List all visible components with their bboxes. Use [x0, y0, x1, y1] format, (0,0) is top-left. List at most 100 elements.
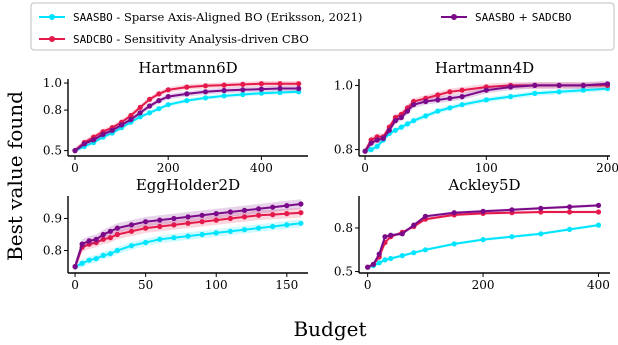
point-hartmann4d-saasbo-7 — [404, 121, 411, 127]
point-eggholder2d-saasbo-sadcbo-1 — [79, 241, 85, 247]
point-hartmann6d-saasbo-sadcbo-6 — [128, 116, 134, 123]
point-ackley5d-saasbo-10 — [509, 234, 515, 240]
point-eggholder2d-saasbo-sadcbo-19 — [298, 201, 304, 207]
point-ackley5d-saasbo-sadcbo-1 — [370, 261, 376, 267]
point-eggholder2d-sadcbo-5 — [107, 235, 113, 241]
point-hartmann4d-saasbo-sadcbo-15 — [532, 82, 538, 88]
point-hartmann6d-sadcbo-16 — [277, 81, 283, 87]
point-eggholder2d-saasbo-sadcbo-9 — [157, 217, 163, 223]
point-hartmann6d-saasbo-sadcbo-4 — [109, 127, 115, 133]
point-hartmann6d-saasbo-sadcbo-13 — [221, 87, 227, 94]
point-eggholder2d-saasbo-11 — [185, 233, 191, 239]
point-ackley5d-saasbo-7 — [422, 247, 428, 253]
point-eggholder2d-saasbo-2 — [86, 257, 92, 263]
point-eggholder2d-saasbo-16 — [256, 225, 262, 231]
x-tick-label-eggholder2d-100: 100 — [205, 278, 228, 292]
point-eggholder2d-saasbo-sadcbo-12 — [199, 212, 205, 218]
point-hartmann4d-saasbo-sadcbo-8 — [411, 102, 417, 108]
point-hartmann6d-saasbo-7 — [137, 114, 143, 120]
point-ackley5d-sadcbo-13 — [595, 209, 602, 215]
point-eggholder2d-sadcbo-16 — [256, 212, 262, 218]
point-hartmann6d-sadcbo-9 — [156, 91, 162, 97]
point-hartmann4d-saasbo-sadcbo-14 — [508, 84, 514, 90]
legend-text-combined: + — [515, 10, 532, 24]
legend-label-combined: SAASBO + SADCBO — [475, 10, 571, 24]
y-tick-label-hartmann6d-0: 0.5 — [43, 144, 62, 158]
point-ackley5d-saasbo-sadcbo-13 — [595, 202, 602, 208]
point-eggholder2d-saasbo-sadcbo-17 — [270, 204, 276, 210]
chart-panels: Hartmann6D 0 200 400 0.5 0.8 1.0 Hartmann4D 0 100… — [43, 59, 618, 292]
point-eggholder2d-sadcbo-4 — [100, 236, 106, 242]
point-eggholder2d-saasbo-15 — [241, 227, 248, 233]
point-hartmann4d-saasbo-sadcbo-10 — [435, 97, 441, 103]
point-ackley5d-saasbo-8 — [451, 241, 457, 247]
point-hartmann6d-sadcbo-10 — [165, 87, 171, 93]
x-tick-label-hartmann4d-0: 0 — [361, 161, 369, 175]
point-ackley5d-saasbo-13 — [595, 222, 602, 228]
point-hartmann6d-saasbo-sadcbo-14 — [240, 87, 246, 93]
point-hartmann4d-saasbo-sadcbo-13 — [483, 87, 489, 93]
point-hartmann4d-saasbo-sadcbo-18 — [605, 81, 610, 87]
x-tick-label-ackley5d-0: 0 — [364, 278, 372, 292]
point-hartmann4d-saasbo-sadcbo-11 — [447, 95, 453, 101]
legend-entry-sadcbo: SADCBO - Sensitivity Analysis-driven CBO — [39, 32, 309, 46]
point-eggholder2d-sadcbo-8 — [143, 225, 149, 231]
point-ackley5d-sadcbo-11 — [538, 209, 544, 215]
point-hartmann6d-saasbo-sadcbo-3 — [100, 131, 106, 137]
point-ackley5d-saasbo-11 — [538, 231, 544, 237]
point-ackley5d-saasbo-9 — [480, 237, 486, 243]
point-hartmann4d-saasbo-sadcbo-1 — [368, 140, 374, 146]
point-hartmann4d-saasbo-15 — [532, 90, 538, 96]
point-hartmann6d-saasbo-sadcbo-12 — [202, 89, 209, 95]
point-eggholder2d-saasbo-sadcbo-18 — [284, 203, 290, 209]
point-hartmann6d-sadcbo-6 — [128, 112, 134, 119]
x-tick-label-eggholder2d-150: 150 — [275, 278, 298, 292]
point-hartmann6d-sadcbo-12 — [202, 83, 209, 89]
panel-hartmann4d: Hartmann4D 0 100 200 0.8 1.0 — [334, 59, 618, 175]
point-eggholder2d-saasbo-9 — [157, 236, 163, 242]
panel-title-ackley5d: Ackley5D — [447, 176, 520, 194]
legend-marker-sadcbo — [49, 36, 55, 42]
point-hartmann6d-saasbo-13 — [221, 93, 227, 99]
point-ackley5d-saasbo-sadcbo-7 — [422, 213, 428, 219]
point-hartmann6d-saasbo-sadcbo-15 — [258, 86, 264, 92]
point-ackley5d-saasbo-sadcbo-0 — [365, 264, 371, 270]
point-hartmann4d-saasbo-sadcbo-7 — [404, 108, 411, 114]
point-hartmann4d-saasbo-11 — [447, 105, 453, 111]
plot-area-hartmann4d — [362, 80, 610, 155]
point-hartmann6d-sadcbo-15 — [258, 81, 264, 87]
point-eggholder2d-sadcbo-18 — [284, 211, 290, 217]
point-hartmann6d-saasbo-sadcbo-10 — [165, 94, 171, 100]
point-eggholder2d-sadcbo-9 — [157, 223, 163, 230]
point-hartmann4d-saasbo-14 — [508, 94, 514, 100]
point-hartmann6d-saasbo-sadcbo-1 — [81, 141, 87, 147]
point-hartmann6d-saasbo-11 — [184, 98, 190, 104]
panel-hartmann6d: Hartmann6D 0 200 400 0.5 0.8 1.0 — [43, 59, 308, 175]
point-eggholder2d-saasbo-6 — [114, 247, 120, 254]
x-tick-label-hartmann6d-0: 0 — [71, 161, 79, 175]
point-hartmann4d-saasbo-12 — [459, 102, 465, 108]
point-eggholder2d-saasbo-7 — [128, 243, 135, 249]
point-hartmann4d-saasbo-sadcbo-3 — [380, 135, 386, 141]
point-eggholder2d-saasbo-14 — [227, 228, 233, 234]
point-ackley5d-saasbo-5 — [399, 253, 405, 259]
panel-ackley5d: Ackley5D 0 200 400 0.5 0.8 — [334, 176, 610, 292]
point-hartmann4d-sadcbo-11 — [447, 89, 453, 95]
point-hartmann6d-saasbo-10 — [165, 102, 171, 108]
point-hartmann6d-saasbo-8 — [147, 110, 153, 116]
point-eggholder2d-saasbo-sadcbo-8 — [143, 219, 149, 225]
plot-area-ackley5d — [365, 202, 602, 270]
point-hartmann6d-saasbo-sadcbo-17 — [296, 85, 302, 92]
point-hartmann6d-saasbo-sadcbo-0 — [72, 148, 78, 154]
point-ackley5d-saasbo-sadcbo-12 — [567, 204, 573, 210]
point-eggholder2d-saasbo-sadcbo-6 — [114, 225, 120, 231]
y-tick-label-ackley5d-0: 0.5 — [334, 265, 353, 279]
legend-text-sadcbo: - Sensitivity Analysis-driven CBO — [113, 32, 309, 46]
point-hartmann6d-saasbo-14 — [240, 91, 246, 98]
point-hartmann4d-saasbo-sadcbo-6 — [398, 114, 404, 121]
point-ackley5d-saasbo-sadcbo-5 — [399, 231, 405, 237]
point-hartmann6d-saasbo-sadcbo-7 — [137, 110, 143, 116]
y-tick-label-eggholder2d-0: 0.8 — [43, 244, 62, 258]
point-hartmann4d-saasbo-2 — [374, 143, 380, 149]
point-ackley5d-saasbo-4 — [388, 255, 394, 262]
